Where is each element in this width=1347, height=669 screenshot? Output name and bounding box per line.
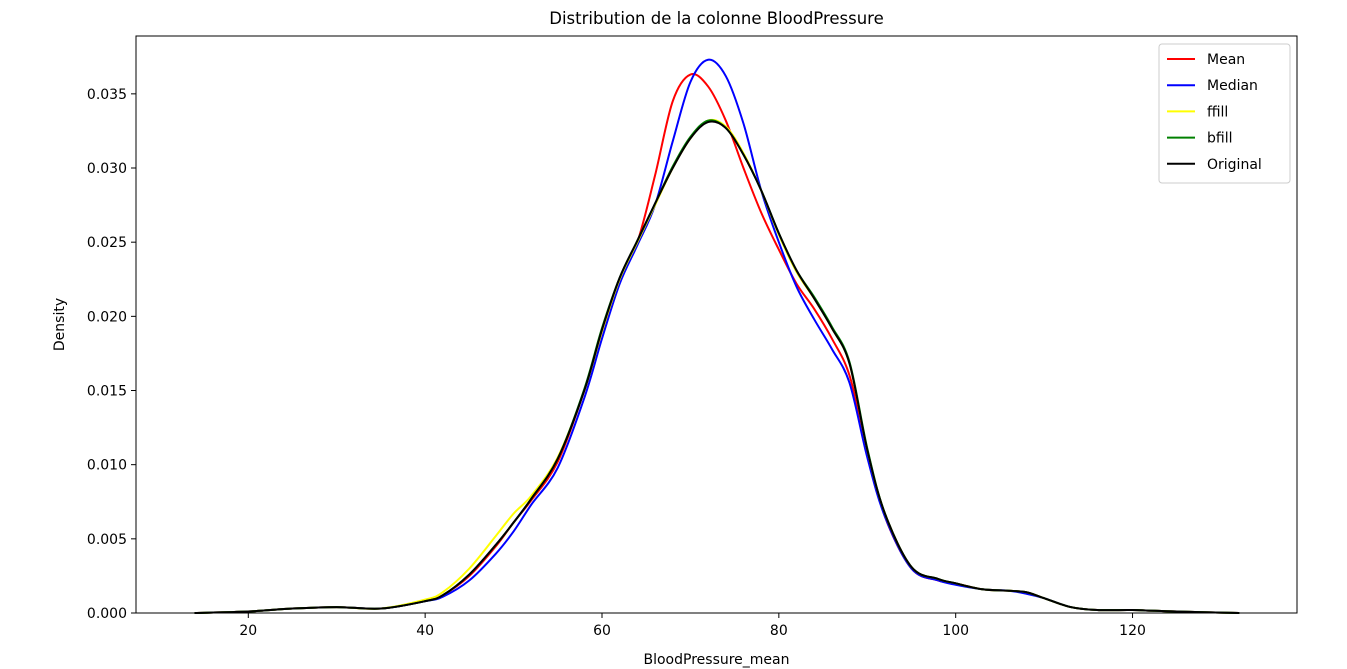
legend-label-ffill: ffill (1207, 104, 1228, 120)
y-tick-label: 0.010 (87, 458, 127, 474)
legend: Mean Median ffill bfill Original (1158, 43, 1291, 184)
x-axis: 20 40 60 80 100 120 (239, 613, 1146, 639)
y-tick-label: 0.000 (87, 606, 127, 622)
plot-lines (194, 58, 1240, 614)
series-line-original (194, 120, 1240, 614)
x-tick-label: 100 (942, 623, 969, 639)
y-axis: 0.000 0.005 0.010 0.015 0.020 0.025 0.030 0.035 (87, 87, 136, 622)
y-tick-label: 0.030 (87, 161, 127, 177)
x-tick-label: 80 (770, 623, 788, 639)
x-tick-label: 40 (416, 623, 434, 639)
plot-frame (135, 35, 1298, 614)
legend-label-median: Median (1207, 78, 1258, 94)
y-tick-label: 0.035 (87, 87, 127, 103)
y-tick-label: 0.020 (87, 309, 127, 325)
legend-label-original: Original (1207, 157, 1262, 173)
x-tick-label: 60 (593, 623, 611, 639)
legend-box (1158, 43, 1291, 184)
legend-label-mean: Mean (1207, 52, 1245, 68)
legend-label-bfill: bfill (1207, 131, 1232, 147)
x-tick-label: 20 (239, 623, 257, 639)
y-tick-label: 0.015 (87, 384, 127, 400)
y-axis-label: Density (52, 298, 68, 351)
y-tick-label: 0.005 (87, 532, 127, 548)
y-tick-label: 0.025 (87, 235, 127, 251)
x-axis-label: BloodPressure_mean (644, 652, 790, 668)
chart-title: Distribution de la colonne BloodPressure (549, 9, 884, 28)
x-tick-label: 120 (1119, 623, 1146, 639)
